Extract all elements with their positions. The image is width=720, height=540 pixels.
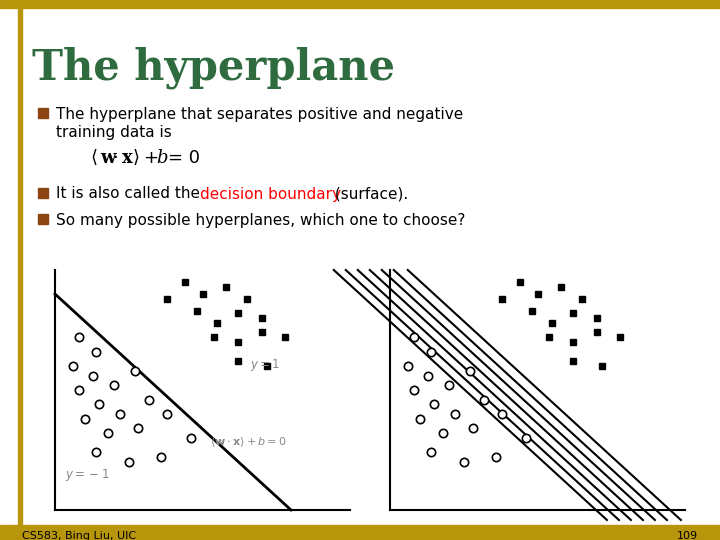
Text: $y = -1$: $y = -1$: [65, 467, 109, 483]
Text: So many possible hyperplanes, which one to choose?: So many possible hyperplanes, which one …: [56, 213, 465, 227]
Text: ⟨: ⟨: [90, 149, 97, 167]
Text: +: +: [144, 149, 165, 167]
Text: $y = 1$: $y = 1$: [250, 357, 280, 373]
Bar: [18, 0, 22, 525]
Text: 109: 109: [677, 531, 698, 540]
Bar: [0, 0, 720, 8]
Bar: [38, 214, 48, 224]
Text: $\langle\mathbf{w}\cdot\mathbf{x}\rangle + b = 0$: $\langle\mathbf{w}\cdot\mathbf{x}\rangle…: [210, 435, 287, 449]
Text: ⟩: ⟩: [133, 149, 140, 167]
Text: w: w: [100, 149, 115, 167]
Text: (surface).: (surface).: [330, 186, 408, 201]
Text: The hyperplane: The hyperplane: [32, 47, 395, 89]
Text: The hyperplane that separates positive and negative: The hyperplane that separates positive a…: [56, 106, 463, 122]
Text: b: b: [156, 149, 168, 167]
Text: training data is: training data is: [56, 125, 172, 139]
Text: CS583, Bing Liu, UIC: CS583, Bing Liu, UIC: [22, 531, 136, 540]
Bar: [38, 188, 48, 198]
Text: x: x: [122, 149, 132, 167]
Bar: [38, 108, 48, 118]
Text: decision boundary: decision boundary: [200, 186, 341, 201]
Text: ·: ·: [112, 149, 118, 167]
Text: = 0: = 0: [168, 149, 200, 167]
Text: It is also called the: It is also called the: [56, 186, 205, 201]
Bar: [0, 525, 720, 540]
